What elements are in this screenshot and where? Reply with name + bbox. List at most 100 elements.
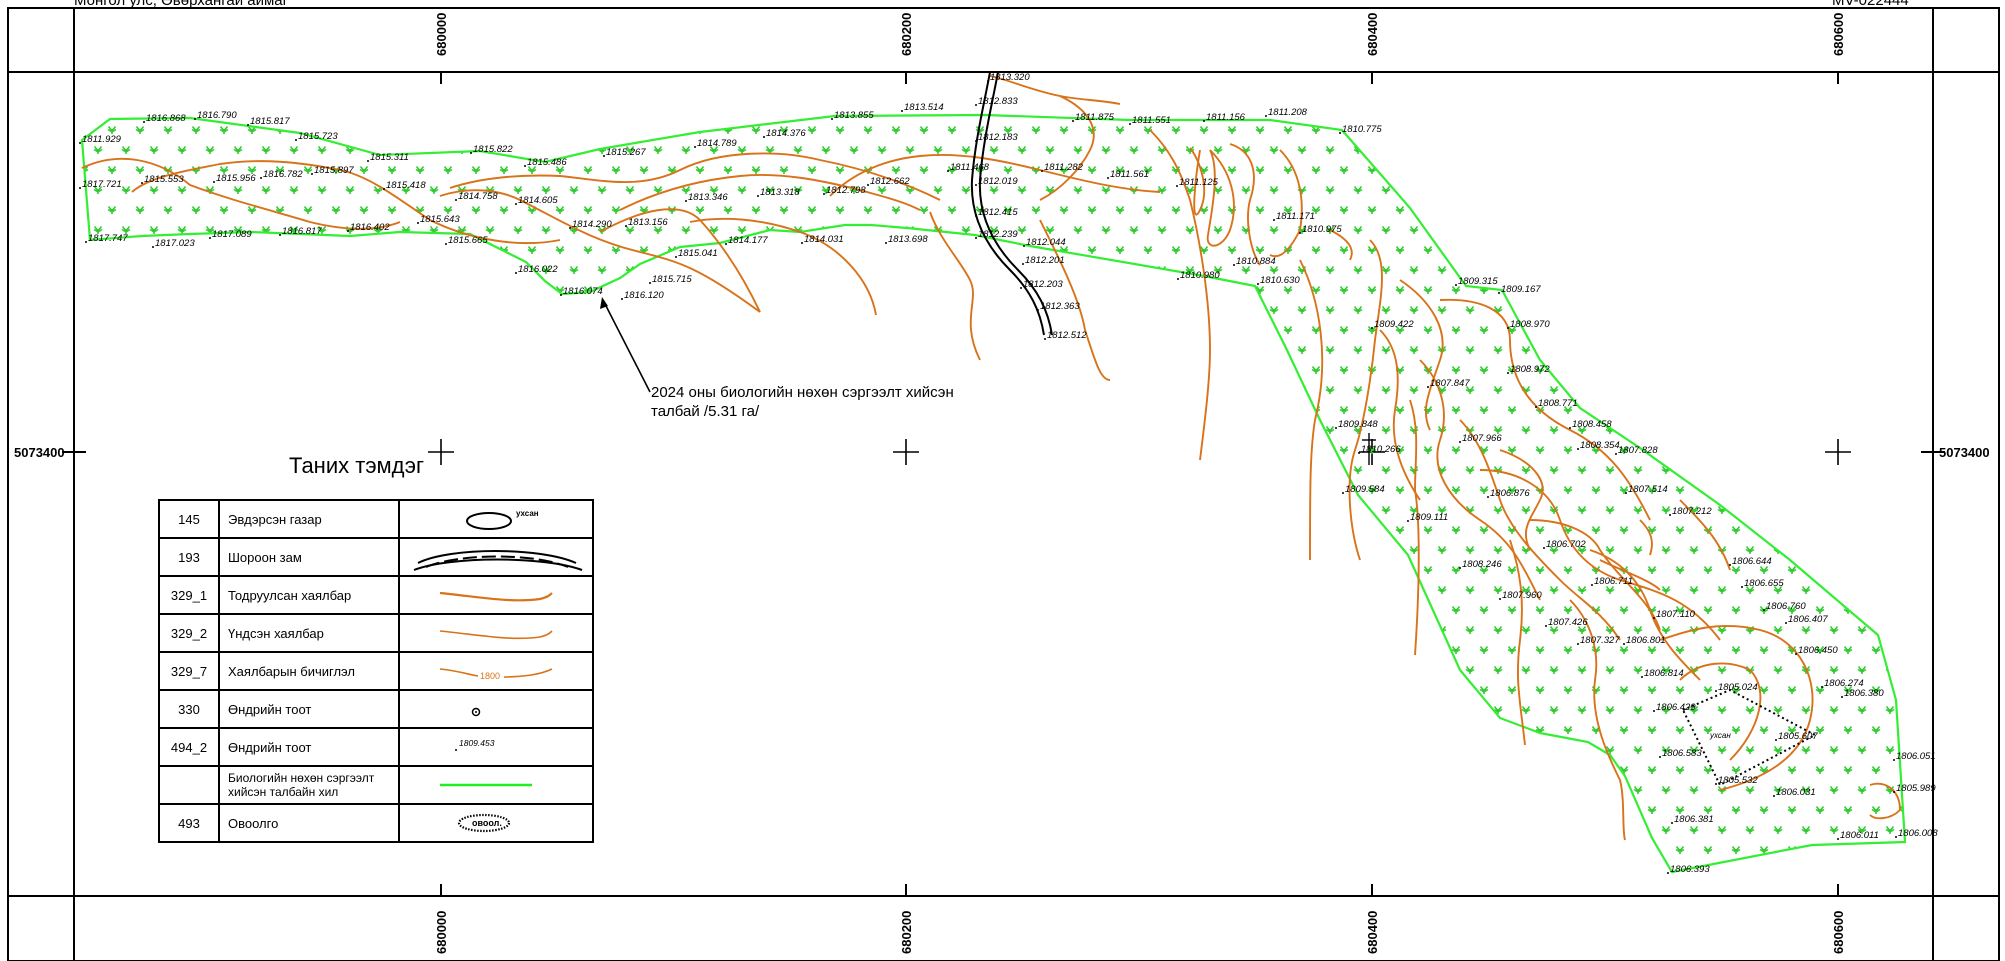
elevation-label: 1810.975	[1302, 224, 1342, 235]
elevation-point	[1233, 264, 1235, 266]
elevation-point	[209, 237, 211, 239]
elevation-label: 1808.458	[1572, 419, 1612, 430]
elevation-label: 1815.665	[448, 235, 488, 246]
elevation-label: 1812.512	[1047, 330, 1087, 341]
elevation-point	[1625, 492, 1627, 494]
legend-row: Биологийн нөхөн сэргээлт хийсэн талбайн …	[158, 765, 594, 805]
elevation-label: 1806.876	[1490, 488, 1530, 499]
contour-lines	[81, 75, 1901, 841]
elevation-point	[1669, 514, 1671, 516]
elevation-label: 1814.605	[518, 195, 558, 206]
elevation-point	[685, 200, 687, 202]
elevation-labels: 1816.868 1816.790 1815.817 1815.723 1811.929…	[79, 72, 1938, 875]
contour-main-icon	[398, 613, 594, 653]
elevation-label: 1805.989	[1896, 783, 1936, 794]
elevation-label: 1816.402	[350, 222, 390, 233]
elevation-point	[1022, 263, 1024, 265]
legend-code: 330	[158, 689, 220, 729]
elevation-label: 1812.239	[978, 229, 1018, 240]
elevation-label: 1805.607	[1778, 731, 1818, 742]
legend-code: 145	[158, 499, 220, 539]
elevation-label: 1806.583	[1662, 748, 1702, 759]
elevation-point	[1499, 598, 1501, 600]
legend-code: 493	[158, 803, 220, 843]
legend-row: 193 Шороон зам	[158, 537, 594, 577]
elevation-label: 1811.561	[1110, 169, 1149, 180]
legend-row: 329_7 Хаялбарын бичиглэл 1800	[158, 651, 594, 691]
elevation-label: 1812.183	[978, 132, 1018, 143]
elevation-label: 1815.956	[216, 173, 256, 184]
elevation-label: 1813.514	[904, 102, 944, 113]
elevation-label-icon: 1809.453	[398, 727, 594, 767]
elevation-label: 1806.814	[1644, 668, 1684, 679]
elevation-point	[1671, 822, 1673, 824]
elevation-label: 1815.041	[678, 248, 718, 259]
elevation-point	[975, 237, 977, 239]
elevation-point	[763, 136, 765, 138]
elevation-point	[1615, 453, 1617, 455]
elevation-point	[1177, 278, 1179, 280]
elevation-label: 1806.393	[1670, 864, 1710, 875]
elevation-label: 1814.177	[728, 235, 768, 246]
elevation-label: 1814.376	[766, 128, 806, 139]
elevation-label: 1807.514	[1628, 484, 1668, 495]
elevation-point	[1072, 120, 1074, 122]
elevation-point	[1507, 372, 1509, 374]
elevation-label: 1817.089	[212, 229, 252, 240]
elevation-point	[79, 142, 81, 144]
elevation-point	[1775, 739, 1777, 741]
elevation-point	[1273, 219, 1275, 221]
elevation-point	[1257, 283, 1259, 285]
elevation-label: 1817.747	[88, 233, 128, 244]
elevation-point	[1335, 427, 1337, 429]
elevation-label: 1817.721	[82, 179, 122, 190]
dirt-road	[970, 71, 1053, 336]
elevation-label: 1806.031	[1776, 787, 1816, 798]
height-point-icon	[398, 689, 594, 729]
elevation-label: 1815.267	[606, 147, 646, 158]
elevation-point	[1543, 547, 1545, 549]
elevation-point	[1265, 115, 1267, 117]
elevation-label: 1812.415	[978, 207, 1018, 218]
legend-table: 145 Эвдэрсэн газар ухсан 193 Шороон зам …	[158, 499, 594, 843]
elevation-label: 1815.723	[298, 131, 338, 142]
elevation-point	[1729, 564, 1731, 566]
elevation-point	[1893, 791, 1895, 793]
elevation-label: 1810.630	[1260, 275, 1300, 286]
elevation-label: 1806.381	[1674, 814, 1714, 825]
legend-desc: Хаялбарын бичиглэл	[218, 651, 400, 691]
elevation-point	[417, 222, 419, 224]
elevation-point	[757, 195, 759, 197]
elevation-label: 1816.817	[282, 226, 322, 237]
easting-top-680000: 680000	[434, 13, 449, 56]
elevation-label: 1808.354	[1580, 440, 1620, 451]
elevation-point	[823, 193, 825, 195]
elevation-point	[1893, 759, 1895, 761]
elevation-point	[1358, 452, 1360, 454]
legend-code: 329_2	[158, 613, 220, 653]
legend-desc: Өндрийн тоот	[218, 689, 400, 729]
northing-left: 5073400	[14, 445, 65, 460]
elevation-point	[1591, 584, 1593, 586]
elevation-point	[194, 118, 196, 120]
easting-bottom-680000: 680000	[434, 911, 449, 954]
elevation-label: 1809.315	[1458, 276, 1498, 287]
elevation-label: 1814.789	[697, 138, 737, 149]
elevation-point	[383, 188, 385, 190]
elevation-label: 1810.266	[1361, 444, 1401, 455]
elevation-point	[1455, 284, 1457, 286]
elevation-label: 1815.822	[473, 144, 513, 155]
elevation-point	[1653, 710, 1655, 712]
elevation-point	[1342, 492, 1344, 494]
elevation-label: 1809.422	[1374, 319, 1414, 330]
elevation-label: 1811.282	[1044, 162, 1084, 173]
elevation-label: 1808.970	[1510, 319, 1550, 330]
elevation-point	[1773, 795, 1775, 797]
elevation-label: 1812.798	[826, 185, 866, 196]
elevation-label: 1813.346	[688, 192, 728, 203]
elevation-label: 1811.929	[82, 134, 122, 145]
elevation-point	[987, 80, 989, 82]
elevation-label: 1811.171	[1276, 211, 1315, 222]
header-left: Монгол улс, Өвөрхангай аймаг	[74, 0, 289, 9]
elevation-point	[143, 121, 145, 123]
